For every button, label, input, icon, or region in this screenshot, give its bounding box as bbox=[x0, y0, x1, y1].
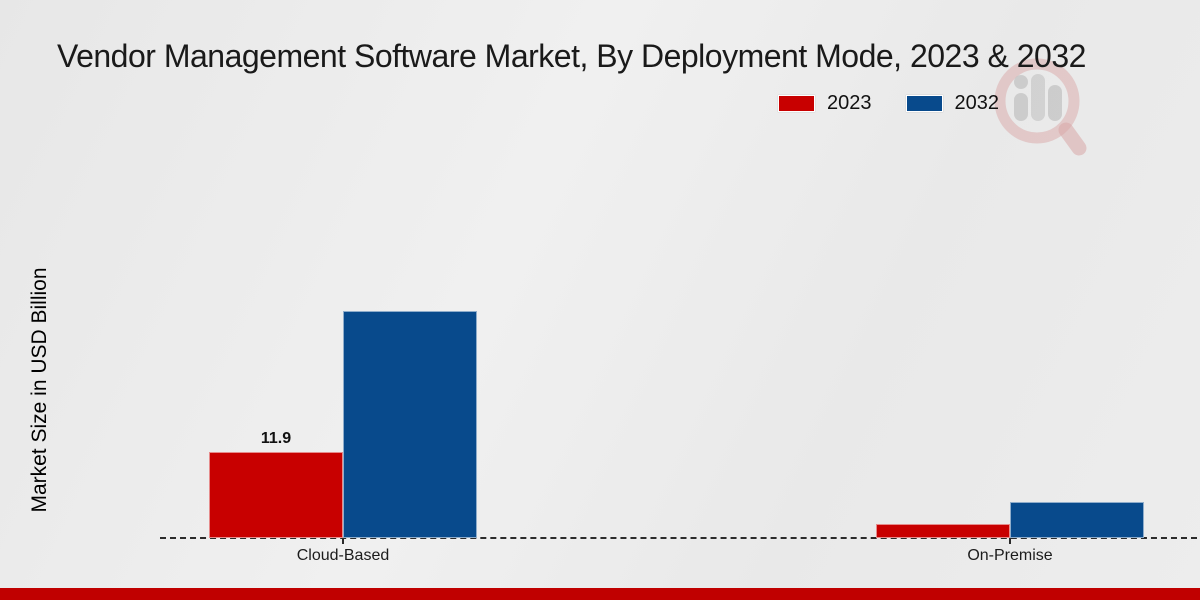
value-label-cloud-based-2023: 11.9 bbox=[260, 430, 292, 447]
bar-cloud-based-2032 bbox=[343, 311, 477, 538]
x-axis-baseline bbox=[160, 537, 1197, 539]
bar-on-premise-2023 bbox=[876, 524, 1010, 538]
legend-item-2023: 2023 bbox=[778, 92, 872, 115]
magnifier-bar-chart-logo-watermark bbox=[994, 58, 1087, 156]
category-label-on-premise: On-Premise bbox=[967, 547, 1053, 564]
bar-cloud-based-2023 bbox=[209, 452, 343, 538]
legend-item-2032: 2032 bbox=[905, 92, 1000, 115]
legend-swatch-2023 bbox=[778, 95, 815, 112]
legend-label-2032: 2032 bbox=[954, 92, 1000, 114]
footer-accent-bar bbox=[0, 588, 1200, 600]
legend: 2023 2032 bbox=[778, 92, 999, 115]
chart-title: Vendor Management Software Market, By De… bbox=[57, 38, 1086, 74]
bar-on-premise-2032 bbox=[1010, 502, 1144, 538]
x-axis-tick bbox=[342, 538, 344, 544]
category-label-cloud-based: Cloud-Based bbox=[296, 547, 390, 564]
x-axis-tick bbox=[1009, 538, 1011, 544]
legend-label-2023: 2023 bbox=[827, 92, 872, 114]
legend-swatch-2032 bbox=[905, 95, 943, 112]
y-axis-label: Market Size in USD Billion bbox=[28, 267, 51, 513]
